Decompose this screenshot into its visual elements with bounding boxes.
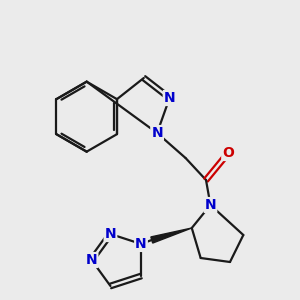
Text: N: N [105, 227, 116, 241]
Polygon shape [151, 228, 192, 243]
Text: N: N [135, 237, 147, 251]
Text: N: N [205, 198, 216, 212]
Text: N: N [86, 253, 98, 267]
Text: O: O [222, 146, 234, 160]
Text: N: N [164, 91, 176, 105]
Text: N: N [151, 126, 163, 140]
